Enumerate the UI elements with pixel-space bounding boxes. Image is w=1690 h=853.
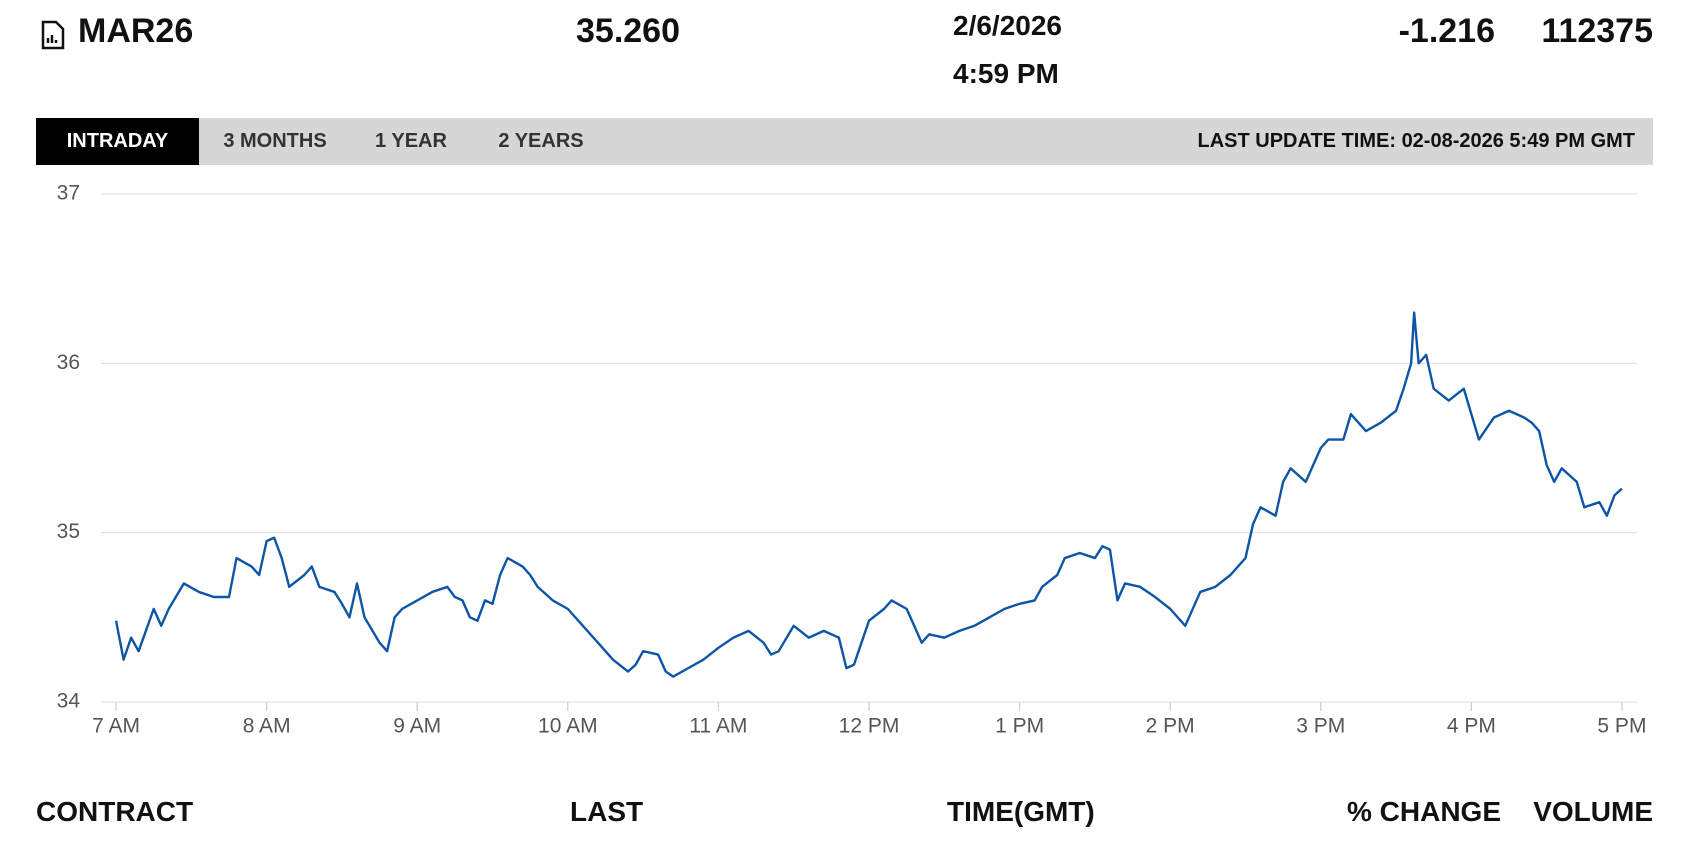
x-tick-label: 11 AM (689, 715, 747, 738)
x-tick-label: 2 PM (1146, 715, 1195, 738)
tab[interactable]: INTRADAY (36, 118, 199, 165)
contract-icon (41, 20, 65, 50)
x-tick-label: 10 AM (538, 715, 598, 738)
volume: 112375 (1541, 12, 1653, 50)
last-price: 35.260 (576, 12, 680, 50)
x-tick-label: 3 PM (1296, 715, 1345, 738)
x-tick-label: 8 AM (243, 715, 291, 738)
tab-bar: LAST UPDATE TIME: 02-08-2026 5:49 PM GMT… (36, 118, 1653, 165)
column-header: % CHANGE (1346, 796, 1501, 827)
y-tick-label: 35 (57, 520, 80, 543)
x-tick-label: 9 AM (393, 715, 441, 738)
y-tick-label: 36 (57, 351, 80, 374)
x-tick-label: 4 PM (1447, 715, 1496, 738)
price-line (114, 311, 1623, 678)
date: 2/6/2026 (953, 10, 1062, 41)
column-header: LAST (570, 796, 644, 827)
change: -1.216 (1398, 12, 1495, 50)
x-tick-label: 1 PM (995, 715, 1044, 738)
x-tick-label: 12 PM (839, 715, 900, 738)
y-tick-label: 34 (57, 690, 81, 713)
time: 4:59 PM (953, 58, 1059, 89)
x-tick-label: 7 AM (92, 715, 140, 738)
tab[interactable]: 3 MONTHS (223, 130, 327, 152)
tab[interactable]: 1 YEAR (375, 130, 447, 152)
y-tick-label: 37 (57, 182, 80, 205)
column-header: TIME(GMT) (947, 796, 1095, 827)
column-header: VOLUME (1533, 796, 1653, 827)
contract: MAR26 (78, 12, 194, 50)
x-tick-label: 5 PM (1597, 715, 1646, 738)
tab[interactable]: 2 YEARS (498, 130, 584, 152)
last-update: LAST UPDATE TIME: 02-08-2026 5:49 PM GMT (1197, 130, 1636, 152)
column-header: CONTRACT (36, 796, 194, 827)
